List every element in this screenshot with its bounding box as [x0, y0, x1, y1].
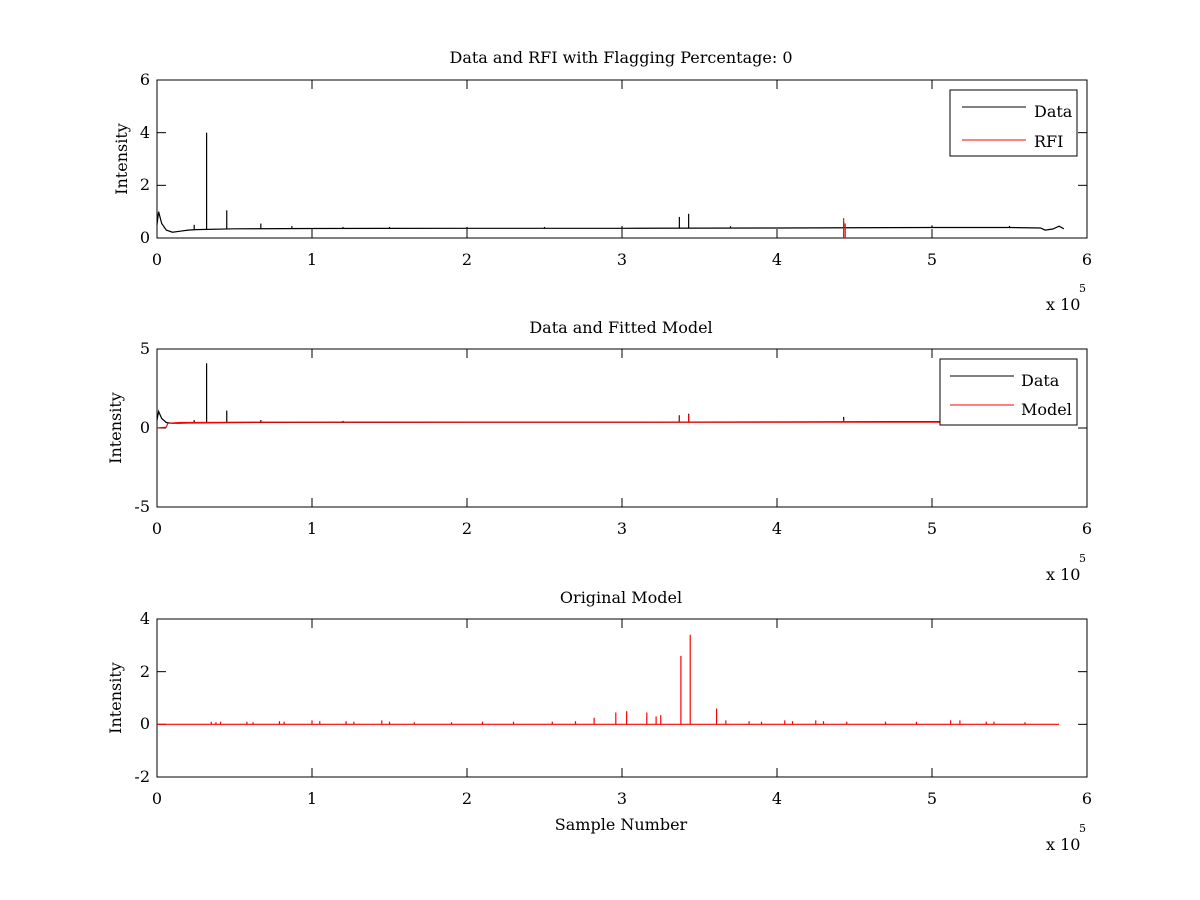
series-layer	[156, 363, 1060, 429]
y-tick-label: 5	[140, 339, 150, 358]
y-tick-label: 0	[140, 714, 150, 733]
x-tick-label: 4	[772, 250, 782, 269]
x-tick-label: 1	[307, 250, 317, 269]
y-tick-label: 2	[140, 175, 150, 194]
chart-title: Original Model	[560, 588, 682, 607]
x-tick-label: 3	[617, 250, 627, 269]
x-tick-label: 5	[927, 250, 937, 269]
x-tick-label: 5	[927, 789, 937, 808]
y-tick-label: 2	[140, 662, 150, 681]
y-axis-label: Intensity	[106, 662, 125, 734]
y-axis-label: Intensity	[112, 123, 131, 195]
panel-original-model: Original Model Intensity 0 1 2 3 4 5 6 -…	[106, 588, 1092, 854]
panel-data-and-fitted-model: Data and Fitted Model Intensity 0 1 2 3 …	[106, 318, 1092, 584]
x-tick-label: 4	[772, 789, 782, 808]
series-line-data	[156, 211, 1065, 233]
legend-label-data: Data	[1021, 371, 1060, 390]
legend-label-data: Data	[1034, 102, 1073, 121]
y-tick-label: 6	[140, 70, 150, 89]
x-tick-label: 2	[462, 250, 472, 269]
y-tick-labels: 0 2 4 6	[140, 70, 150, 247]
y-tick-label: -2	[134, 767, 150, 786]
x-tick-label: 0	[152, 519, 162, 538]
x-axis-multiplier: x 10	[1046, 565, 1080, 584]
x-axis-multiplier-exponent: 5	[1079, 552, 1086, 565]
legend-label-rfi: RFI	[1034, 132, 1063, 151]
x-tick-label: 6	[1082, 250, 1092, 269]
x-axis-multiplier-exponent: 5	[1079, 282, 1086, 295]
x-tick-label: 0	[152, 250, 162, 269]
x-tick-label: 2	[462, 519, 472, 538]
x-axis-label: Sample Number	[555, 815, 688, 834]
x-tick-label: 4	[772, 519, 782, 538]
x-tick-labels: 0 1 2 3 4 5 6	[152, 789, 1092, 808]
x-tick-label: 0	[152, 789, 162, 808]
panel-data-and-rfi: Data and RFI with Flagging Percentage: 0…	[112, 48, 1092, 314]
legend-label-model: Model	[1021, 400, 1072, 419]
x-tick-label: 1	[307, 519, 317, 538]
x-tick-labels: 0 1 2 3 4 5 6	[152, 250, 1092, 269]
y-tick-labels: -2 0 2 4	[134, 609, 150, 786]
x-tick-label: 1	[307, 789, 317, 808]
x-tick-label: 2	[462, 789, 472, 808]
plot-area	[156, 79, 1088, 239]
y-tick-label: 0	[140, 228, 150, 247]
plot-area	[156, 618, 1088, 778]
y-tick-label: -5	[134, 497, 150, 516]
series-layer	[157, 634, 1060, 725]
chart-title: Data and RFI with Flagging Percentage: 0	[449, 48, 792, 67]
x-tick-label: 6	[1082, 519, 1092, 538]
chart-title: Data and Fitted Model	[529, 318, 712, 337]
series-layer	[156, 132, 1065, 238]
legend-box	[949, 89, 1078, 157]
x-tick-label: 6	[1082, 789, 1092, 808]
series-line-model	[156, 421, 1060, 429]
y-tick-label: 4	[140, 609, 150, 628]
x-tick-label: 5	[927, 519, 937, 538]
legend: Data Model	[939, 358, 1078, 426]
axis-ticks	[156, 79, 1088, 239]
legend-box	[939, 358, 1078, 426]
y-tick-labels: -5 0 5	[134, 339, 150, 516]
x-tick-label: 3	[617, 519, 627, 538]
y-axis-label: Intensity	[106, 392, 125, 464]
axis-ticks	[156, 348, 1088, 508]
x-axis-multiplier: x 10	[1046, 835, 1080, 854]
x-axis-multiplier: x 10	[1046, 295, 1080, 314]
x-axis-multiplier-exponent: 5	[1079, 822, 1086, 835]
y-tick-label: 4	[140, 123, 150, 142]
x-tick-labels: 0 1 2 3 4 5 6	[152, 519, 1092, 538]
legend: Data RFI	[949, 89, 1078, 157]
x-tick-label: 3	[617, 789, 627, 808]
y-tick-label: 0	[140, 418, 150, 437]
